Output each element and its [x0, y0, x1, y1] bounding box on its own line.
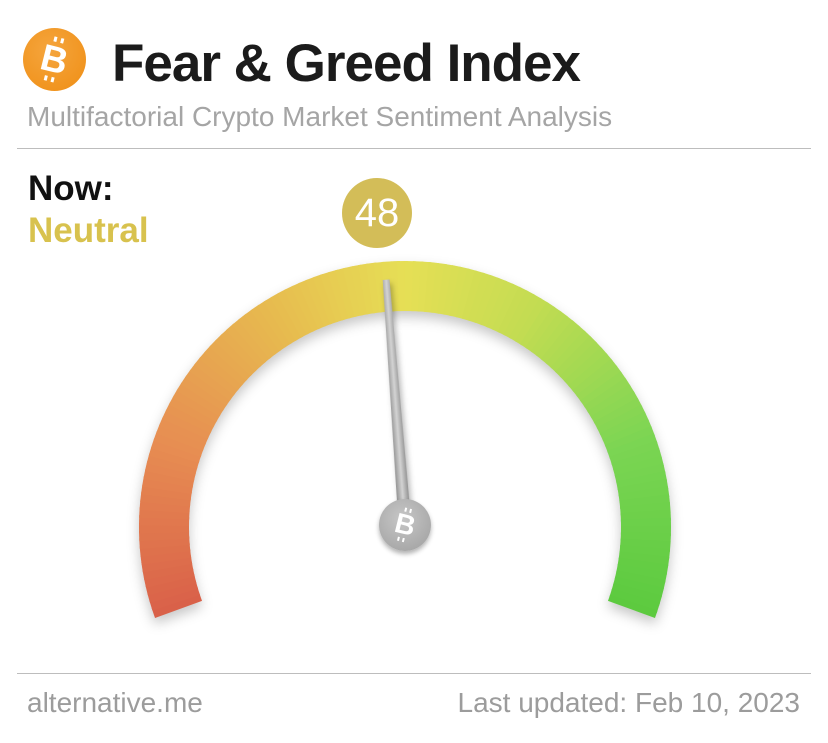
now-label: Now:: [28, 169, 114, 208]
last-updated-text: Last updated: Feb 10, 2023: [457, 687, 801, 718]
bitcoin-logo-icon: B: [23, 28, 86, 91]
source-link[interactable]: alternative.me: [27, 687, 203, 718]
bitcoin-hub-glyph: B: [391, 507, 419, 543]
page-title: Fear & Greed Index: [112, 34, 581, 93]
header-divider: [17, 148, 811, 149]
footer-divider: [17, 673, 811, 674]
value-badge: 48: [342, 178, 412, 248]
gauge-needle: [382, 279, 413, 536]
gauge-arc: [139, 260, 672, 618]
now-classification: Neutral: [28, 211, 149, 250]
gauge-hub: B: [379, 499, 431, 551]
page-subtitle: Multifactorial Crypto Market Sentiment A…: [27, 101, 613, 132]
